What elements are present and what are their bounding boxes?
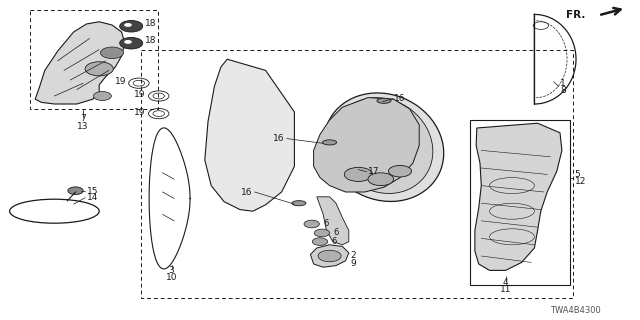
Bar: [30, 10, 158, 109]
Text: FR.: FR.: [566, 10, 586, 20]
Polygon shape: [205, 59, 294, 211]
Circle shape: [314, 229, 330, 237]
Polygon shape: [35, 22, 125, 104]
Text: 12: 12: [575, 177, 586, 186]
Ellipse shape: [333, 98, 433, 194]
Text: 5: 5: [575, 170, 580, 179]
Bar: [470, 120, 570, 285]
Polygon shape: [310, 245, 349, 267]
Circle shape: [344, 167, 372, 181]
Text: TWA4B4300: TWA4B4300: [550, 306, 601, 315]
Polygon shape: [317, 197, 349, 245]
Text: 8: 8: [560, 86, 566, 95]
Text: 4: 4: [503, 278, 508, 287]
Ellipse shape: [324, 93, 444, 202]
Polygon shape: [314, 98, 419, 192]
Text: 19: 19: [115, 77, 127, 86]
Polygon shape: [475, 123, 562, 270]
Text: 18: 18: [145, 36, 157, 45]
Circle shape: [120, 20, 143, 32]
Text: 14: 14: [87, 193, 99, 202]
Text: 6: 6: [332, 237, 337, 246]
Text: 19: 19: [134, 90, 146, 99]
Circle shape: [100, 47, 124, 59]
Text: 18: 18: [145, 19, 157, 28]
Circle shape: [124, 23, 132, 27]
Text: 11: 11: [500, 285, 511, 294]
Circle shape: [68, 187, 83, 195]
Text: 6: 6: [333, 228, 339, 237]
Circle shape: [312, 238, 328, 245]
Ellipse shape: [323, 140, 337, 145]
Text: 17: 17: [368, 167, 380, 176]
Circle shape: [124, 40, 132, 44]
Text: 1: 1: [560, 79, 566, 88]
Circle shape: [93, 92, 111, 100]
Circle shape: [85, 62, 113, 76]
Circle shape: [368, 173, 394, 186]
Text: 15: 15: [87, 187, 99, 196]
Text: 10: 10: [166, 273, 177, 282]
Text: 9: 9: [351, 259, 356, 268]
Text: 13: 13: [77, 122, 89, 131]
Circle shape: [120, 37, 143, 49]
Ellipse shape: [377, 98, 391, 103]
Circle shape: [304, 220, 319, 228]
Text: 16: 16: [394, 94, 405, 103]
Text: 16: 16: [273, 134, 285, 143]
Circle shape: [318, 250, 341, 262]
Text: 16: 16: [241, 188, 253, 196]
Text: 19: 19: [134, 108, 146, 116]
Text: 2: 2: [351, 252, 356, 260]
Text: 7: 7: [81, 114, 86, 123]
Text: 3: 3: [169, 266, 174, 275]
Circle shape: [388, 165, 412, 177]
Text: 6: 6: [323, 220, 328, 228]
Bar: [141, 50, 573, 298]
Ellipse shape: [292, 201, 306, 206]
